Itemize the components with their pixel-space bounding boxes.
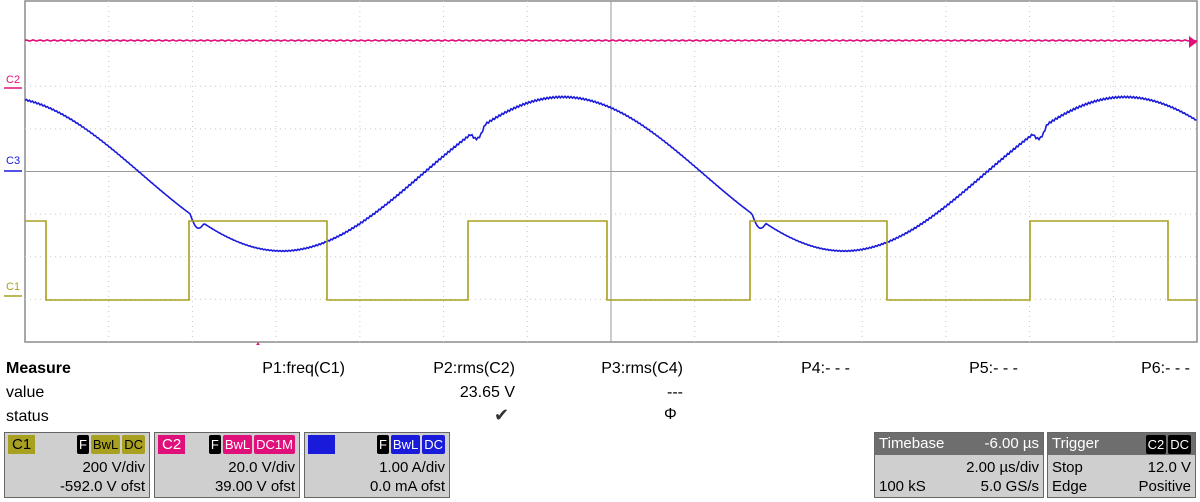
channel-flag: DC bbox=[122, 435, 145, 454]
trigger-level: 12.0 V bbox=[1147, 459, 1191, 476]
param-p4-label[interactable]: P4:- - - bbox=[801, 360, 850, 377]
channel-flag: BwL bbox=[390, 435, 421, 454]
channel-label-c3: C3 bbox=[6, 155, 20, 167]
channel-flag: F bbox=[208, 435, 221, 454]
param-p3-label[interactable]: P3:rms(C4) bbox=[601, 360, 683, 377]
trigger-header: Trigger C2 DC bbox=[1048, 433, 1195, 455]
trigger-title: Trigger bbox=[1052, 435, 1099, 452]
param-p3-value: --- bbox=[667, 384, 683, 401]
graticule-grid bbox=[25, 1, 1197, 342]
param-p6-label[interactable]: P6:- - - bbox=[1141, 360, 1190, 377]
channel-offset-c3: 0.0 mA ofst bbox=[369, 478, 445, 495]
param-p2-label[interactable]: P2:rms(C2) bbox=[433, 360, 515, 377]
channel-flag: DC bbox=[422, 435, 445, 454]
channel-marker-c1[interactable]: C1 bbox=[4, 281, 22, 297]
channel-tag-c3: C3 bbox=[308, 435, 336, 454]
channel-flag: BwL bbox=[222, 435, 253, 454]
channel-box-c2[interactable]: C2 F BwL DC1M 20.0 V/div 39.00 V ofst bbox=[154, 432, 300, 498]
channel-flags-c2: F BwL DC1M bbox=[208, 435, 295, 454]
channel-label-c1: C1 bbox=[6, 281, 20, 293]
channel-box-c3[interactable]: C3 F BwL DC 1.00 A/div 0.0 mA ofst bbox=[304, 432, 450, 498]
channel-tag-c1: C1 bbox=[8, 435, 36, 454]
channel-offset-c1: -592.0 V ofst bbox=[59, 478, 145, 495]
timebase-delay: -6.00 µs bbox=[984, 435, 1040, 452]
channel-scale-c3: 1.00 A/div bbox=[379, 459, 445, 476]
trace-c2 bbox=[24, 39, 1198, 42]
trigger-box[interactable]: Trigger C2 DC Stop 12.0 V Edge Positive bbox=[1047, 432, 1196, 498]
param-p1-label[interactable]: P1:freq(C1) bbox=[262, 360, 345, 377]
timebase-samples: 100 kS bbox=[879, 478, 926, 495]
param-p5-label[interactable]: P5:- - - bbox=[969, 360, 1018, 377]
channel-flag: DC1M bbox=[254, 435, 295, 454]
channel-flags-c3: F BwL DC bbox=[376, 435, 445, 454]
channel-scale-c2: 20.0 V/div bbox=[228, 459, 295, 476]
channel-tag-c2: C2 bbox=[158, 435, 186, 454]
scope-display: C2 C3 C1 bbox=[4, 0, 1198, 345]
channel-offset-c2: 39.00 V ofst bbox=[214, 478, 295, 495]
trigger-mode: Stop bbox=[1052, 459, 1083, 476]
measure-row-status-label: status bbox=[6, 408, 49, 425]
trace-c1 bbox=[25, 220, 1197, 301]
channel-marker-c3[interactable]: C3 bbox=[4, 155, 22, 172]
trigger-position-arrow-icon[interactable] bbox=[253, 342, 263, 345]
channel-box-c1[interactable]: C1 F BwL DC 200 V/div -592.0 V ofst bbox=[4, 432, 150, 498]
channel-flag: BwL bbox=[90, 435, 121, 454]
timebase-per-div: 2.00 µs/div bbox=[966, 459, 1039, 476]
measure-title: Measure bbox=[6, 360, 71, 377]
channel-label-c2: C2 bbox=[6, 74, 20, 86]
trace-c3 bbox=[24, 95, 1197, 253]
channel-flag: F bbox=[376, 435, 389, 454]
timebase-box[interactable]: Timebase -6.00 µs 2.00 µs/div 100 kS 5.0… bbox=[874, 432, 1044, 498]
channel-marker-c2[interactable]: C2 bbox=[4, 74, 22, 89]
param-p2-status-check-icon: ✔ bbox=[494, 405, 510, 425]
trigger-source-flags: C2 DC bbox=[1145, 435, 1191, 454]
channel-flags-c1: F BwL DC bbox=[76, 435, 145, 454]
trigger-flag: C2 bbox=[1145, 435, 1167, 454]
measure-row-value-label: value bbox=[6, 384, 45, 401]
trigger-slope: Positive bbox=[1138, 478, 1191, 495]
param-p2-value: 23.65 V bbox=[459, 384, 515, 401]
trigger-level-arrow-icon[interactable] bbox=[1189, 36, 1197, 48]
param-p3-status-icon: Φ bbox=[664, 406, 677, 423]
channel-scale-c1: 200 V/div bbox=[82, 459, 145, 476]
trigger-flag: DC bbox=[1168, 435, 1191, 454]
channel-flag: F bbox=[76, 435, 89, 454]
trigger-type: Edge bbox=[1052, 478, 1088, 495]
timebase-rate: 5.0 GS/s bbox=[980, 478, 1039, 495]
timebase-header: Timebase -6.00 µs bbox=[875, 433, 1043, 455]
waveform-traces bbox=[24, 39, 1198, 301]
timebase-title: Timebase bbox=[879, 435, 945, 452]
